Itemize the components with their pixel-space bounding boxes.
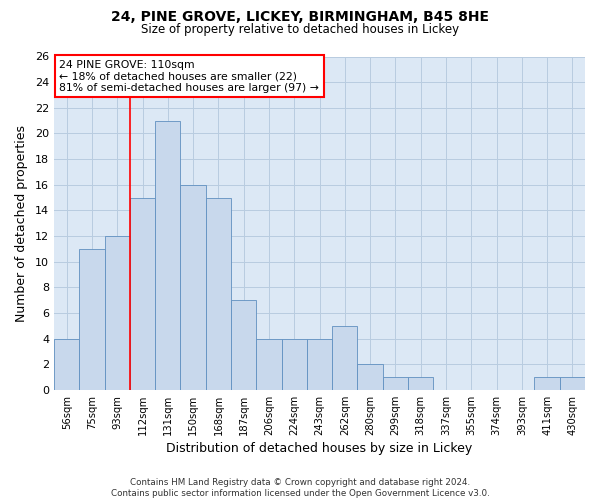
Bar bbox=[79, 249, 104, 390]
Bar bbox=[281, 338, 307, 390]
Bar bbox=[535, 377, 560, 390]
Bar bbox=[256, 338, 281, 390]
Text: Contains HM Land Registry data © Crown copyright and database right 2024.
Contai: Contains HM Land Registry data © Crown c… bbox=[110, 478, 490, 498]
Bar bbox=[104, 236, 130, 390]
Text: Size of property relative to detached houses in Lickey: Size of property relative to detached ho… bbox=[141, 22, 459, 36]
Bar bbox=[408, 377, 433, 390]
Bar bbox=[332, 326, 358, 390]
X-axis label: Distribution of detached houses by size in Lickey: Distribution of detached houses by size … bbox=[166, 442, 473, 455]
Bar bbox=[231, 300, 256, 390]
Bar bbox=[155, 120, 181, 390]
Y-axis label: Number of detached properties: Number of detached properties bbox=[15, 124, 28, 322]
Bar bbox=[54, 338, 79, 390]
Bar bbox=[560, 377, 585, 390]
Bar bbox=[383, 377, 408, 390]
Bar bbox=[307, 338, 332, 390]
Text: 24 PINE GROVE: 110sqm
← 18% of detached houses are smaller (22)
81% of semi-deta: 24 PINE GROVE: 110sqm ← 18% of detached … bbox=[59, 60, 319, 93]
Bar bbox=[181, 184, 206, 390]
Bar bbox=[206, 198, 231, 390]
Text: 24, PINE GROVE, LICKEY, BIRMINGHAM, B45 8HE: 24, PINE GROVE, LICKEY, BIRMINGHAM, B45 … bbox=[111, 10, 489, 24]
Bar bbox=[358, 364, 383, 390]
Bar bbox=[130, 198, 155, 390]
